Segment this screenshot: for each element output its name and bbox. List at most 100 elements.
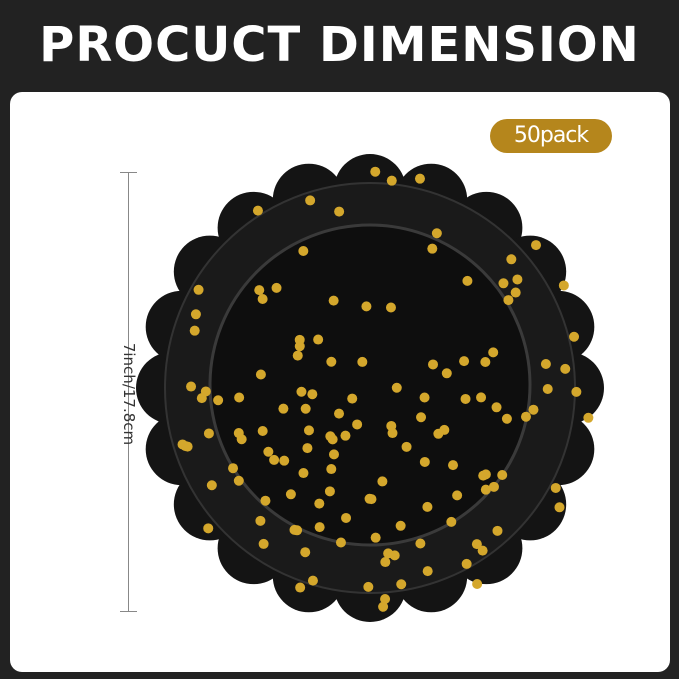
gold-dot [433, 428, 444, 439]
gold-dot [422, 566, 433, 577]
gold-dot [252, 205, 263, 216]
gold-dot [203, 428, 214, 439]
gold-dot [558, 280, 569, 291]
gold-dot [540, 359, 551, 370]
gold-dot [520, 411, 531, 422]
gold-dot [193, 284, 204, 295]
gold-dot [428, 359, 439, 370]
gold-dot [506, 254, 517, 265]
gold-dot [341, 512, 352, 523]
gold-dot [414, 173, 425, 184]
gold-dot [357, 356, 368, 367]
gold-dot [254, 285, 265, 296]
gold-dot [364, 493, 375, 504]
gold-dot [255, 369, 266, 380]
gold-dot [324, 486, 335, 497]
gold-dot [480, 484, 491, 495]
gold-dot [300, 403, 311, 414]
gold-dot [531, 240, 542, 251]
gold-dot [305, 195, 316, 206]
gold-dot [361, 301, 372, 312]
gold-dot [460, 393, 471, 404]
gold-dot [476, 392, 487, 403]
gold-dot [461, 558, 472, 569]
gold-dot [190, 309, 201, 320]
gold-dot [386, 175, 397, 186]
gold-dot [307, 389, 318, 400]
gold-dot [260, 495, 271, 506]
gold-dot [497, 469, 508, 480]
gold-dot [370, 166, 381, 177]
gold-dot [510, 287, 521, 298]
gold-dot [471, 539, 482, 550]
gold-dot [462, 275, 473, 286]
gold-dot [498, 278, 509, 289]
gold-dot [285, 489, 296, 500]
gold-dot [186, 381, 197, 392]
gold-dot [334, 206, 345, 217]
gold-dot [328, 295, 339, 306]
gold-dot [542, 384, 553, 395]
gold-dot [352, 419, 363, 430]
gold-dot [480, 469, 491, 480]
gold-dot [300, 547, 311, 558]
gold-dot [328, 449, 339, 460]
gold-dot [298, 468, 309, 479]
gold-dot [377, 476, 388, 487]
gold-dot [528, 404, 539, 415]
gold-dot [206, 480, 217, 491]
gold-dot [422, 501, 433, 512]
gold-dot [255, 515, 266, 526]
gold-dot [294, 334, 305, 345]
gold-dot [415, 538, 426, 549]
gold-dot [391, 382, 402, 393]
gold-dot [200, 386, 211, 397]
gold-dot [303, 425, 314, 436]
gold-dot [295, 582, 306, 593]
gold-dot [512, 274, 523, 285]
gold-dot [380, 557, 391, 568]
gold-dots [177, 166, 594, 612]
gold-dot [370, 532, 381, 543]
gold-dot [233, 475, 244, 486]
gold-dot [234, 392, 245, 403]
gold-dot [326, 464, 337, 475]
gold-dot [416, 412, 427, 423]
gold-dot [326, 356, 337, 367]
page-title: PROCUCT DIMENSION [39, 17, 640, 73]
pack-count-badge: 50pack [490, 119, 612, 153]
gold-dot [378, 601, 389, 612]
gold-dot [313, 334, 324, 345]
gold-dot [488, 481, 499, 492]
gold-dot [550, 482, 561, 493]
gold-dot [189, 325, 200, 336]
gold-dot [501, 413, 512, 424]
gold-dot [477, 545, 488, 556]
gold-dot [302, 443, 313, 454]
gold-dot [431, 228, 442, 239]
gold-dot [448, 460, 459, 471]
gold-dot [334, 408, 345, 419]
gold-dot [419, 456, 430, 467]
gold-dot [472, 579, 483, 590]
gold-dot [427, 243, 438, 254]
gold-dot [459, 356, 470, 367]
gold-dot [335, 537, 346, 548]
gold-dot [560, 363, 571, 374]
gold-dot [340, 430, 351, 441]
gold-dot [269, 454, 280, 465]
gold-dot [396, 579, 407, 590]
dimension-line [128, 172, 129, 612]
gold-dot [278, 403, 289, 414]
gold-dot [554, 502, 565, 513]
gold-dot [583, 412, 594, 423]
dimension-tick-top [120, 172, 137, 173]
gold-dot [488, 347, 499, 358]
gold-dot [389, 550, 400, 561]
gold-dot [307, 575, 318, 586]
gold-dot [203, 523, 214, 534]
gold-dot [452, 490, 463, 501]
gold-dot [258, 538, 269, 549]
gold-dot [401, 441, 412, 452]
gold-dot [385, 302, 396, 313]
